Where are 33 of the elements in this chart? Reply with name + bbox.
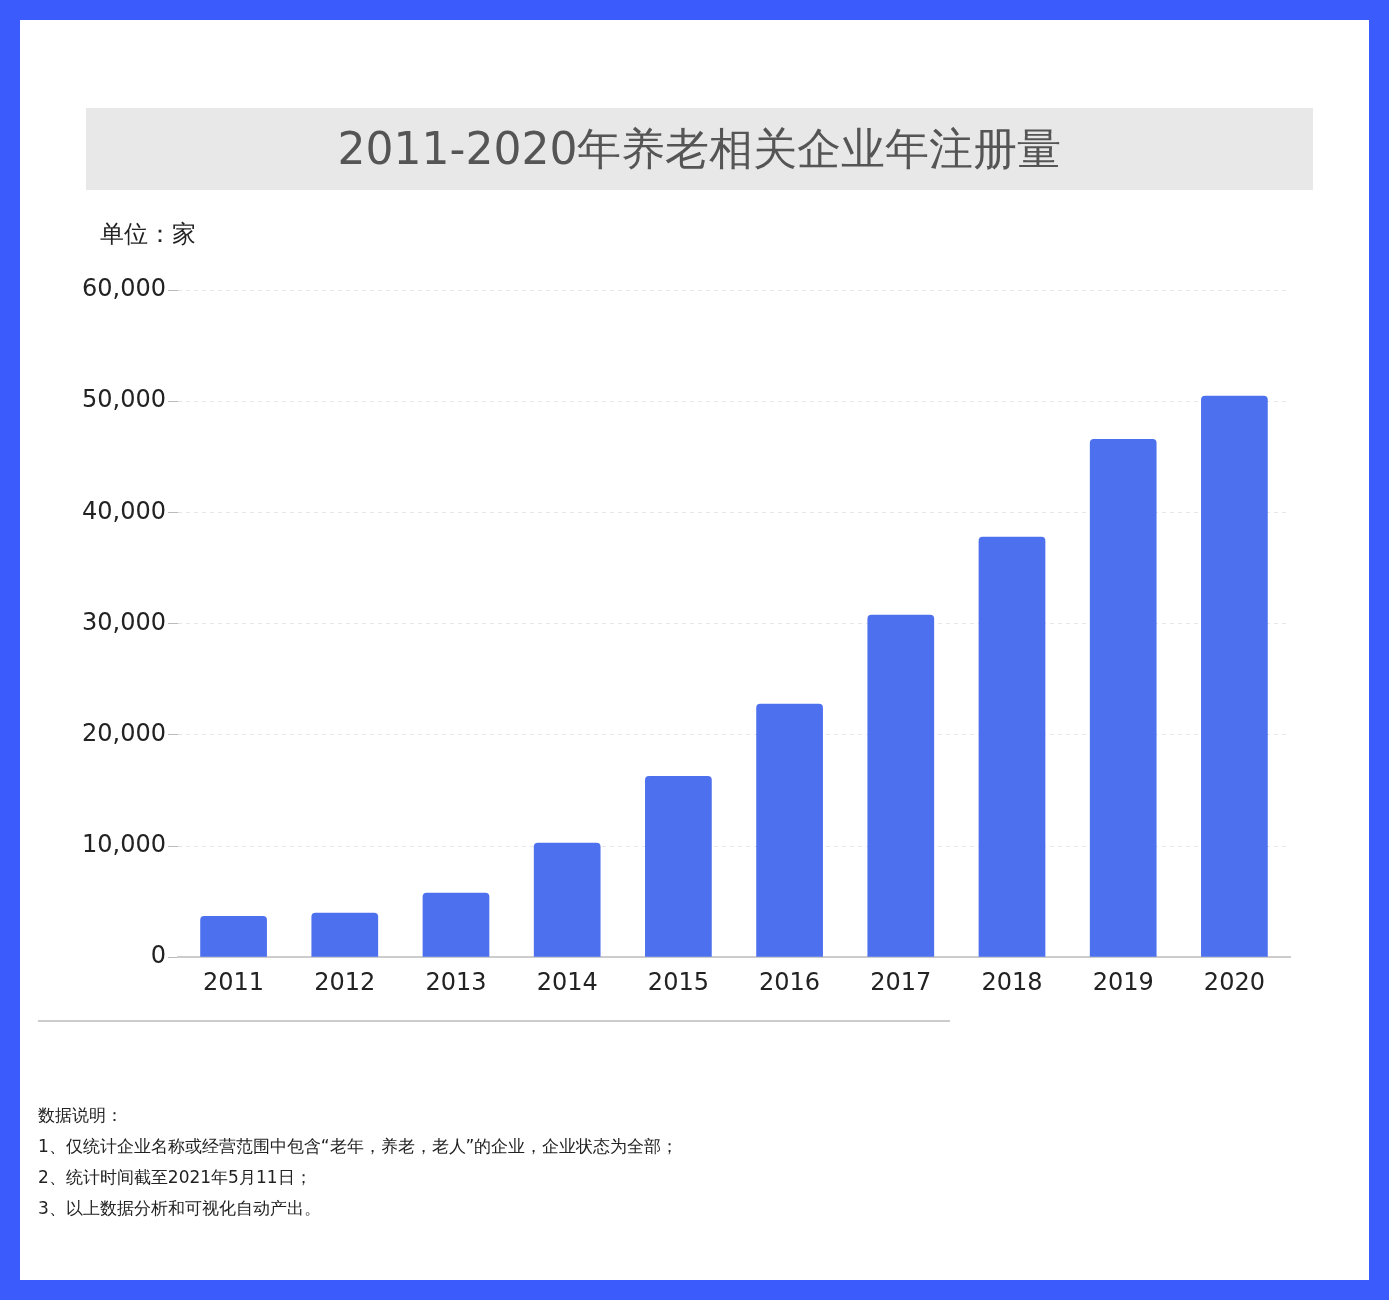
x-tick-label: 2018 xyxy=(981,967,1043,996)
y-axis-title: 单位：家 xyxy=(100,219,196,250)
y-tick-label: 40,000 xyxy=(81,496,166,525)
bar xyxy=(422,892,490,957)
bar xyxy=(645,775,712,957)
text: 2、统计时间截至2021年5月11日； xyxy=(38,1166,313,1189)
text: 1、仅统计企业名称或经营范围中包含“老年，养老，老人”的企业，企业状态为全部； xyxy=(38,1135,679,1158)
y-tick-label: 50,000 xyxy=(81,385,166,414)
bar xyxy=(1089,439,1157,957)
bar xyxy=(756,703,823,957)
x-tick-label: 2020 xyxy=(1203,967,1265,996)
y-tick-label: 60,000 xyxy=(81,274,166,303)
x-tick-label: 2014 xyxy=(536,967,598,996)
bar xyxy=(867,614,935,957)
y-tick-label: 0 xyxy=(150,941,166,970)
x-tick-label: 2019 xyxy=(1092,967,1154,996)
text: 3、以上数据分析和可视化自动产出。 xyxy=(38,1197,322,1220)
bar xyxy=(1201,395,1268,957)
x-tick-label: 2016 xyxy=(759,967,821,996)
x-tick-label: 2012 xyxy=(314,967,376,996)
bar xyxy=(533,842,601,957)
y-tick-label: 10,000 xyxy=(81,830,166,859)
text: 数据说明： xyxy=(38,1104,124,1127)
bar xyxy=(200,916,267,957)
y-tick-label: 20,000 xyxy=(81,719,166,748)
x-tick-label: 2011 xyxy=(203,967,265,996)
x-tick-label: 2013 xyxy=(425,967,487,996)
y-tick-label: 30,000 xyxy=(81,607,166,636)
x-tick-label: 2017 xyxy=(870,967,932,996)
bar xyxy=(311,912,379,957)
x-tick-label: 2015 xyxy=(647,967,709,996)
chart-title: 2011-2020年养老相关企业年注册量 xyxy=(86,108,1313,190)
bar xyxy=(978,536,1046,957)
